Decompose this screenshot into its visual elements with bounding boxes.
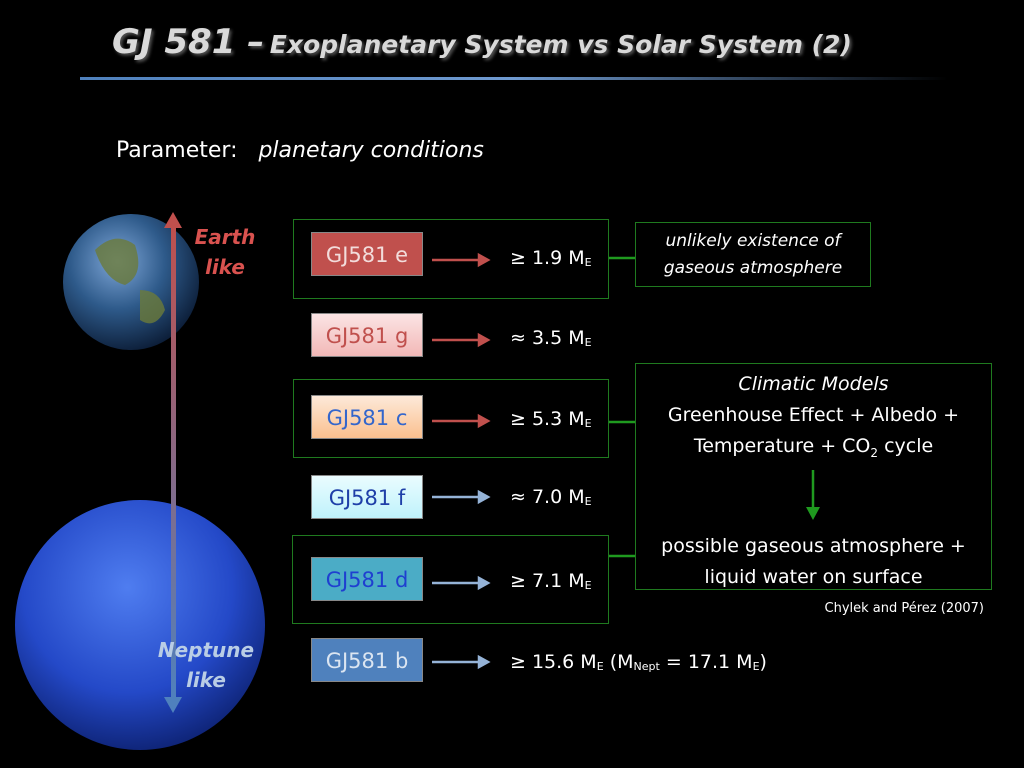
note-sub: E xyxy=(752,660,760,673)
title-rule xyxy=(80,77,948,80)
connectors xyxy=(608,256,815,558)
spacer xyxy=(636,469,991,531)
earth-like: Earth like xyxy=(190,222,260,282)
mass-sub: E xyxy=(584,417,592,430)
group-box xyxy=(293,379,609,458)
mass-sub: E xyxy=(584,256,592,269)
note-text: (M xyxy=(609,651,634,673)
mass-sub: E xyxy=(584,579,592,592)
mass-sub: E xyxy=(584,336,592,349)
mass-sub: E xyxy=(596,660,604,673)
label-line: Neptune xyxy=(157,638,255,662)
note-line: unlikely existence of xyxy=(665,231,841,251)
mass: ≥ 15.6 ME (MNept = 17.1 ME) xyxy=(510,650,767,679)
climate-line: Temperature + CO2 cycle xyxy=(636,431,991,469)
axis-head-bottom xyxy=(164,697,182,713)
mass-sub: E xyxy=(584,495,592,508)
climate-heading: Climatic Models xyxy=(738,373,889,395)
climate-text: Temperature + CO xyxy=(693,435,871,457)
mass: ≈ 7.0 ME xyxy=(510,485,592,514)
mass-value: ≥ 1.9 M xyxy=(510,247,585,269)
planet-label: GJ581 d xyxy=(311,557,423,601)
climate-result: liquid water on surface xyxy=(704,565,923,588)
mass-value: ≥ 5.3 M xyxy=(510,408,585,430)
climate-result: possible gaseous atmosphere + xyxy=(661,534,966,557)
mass-value: ≈ 7.0 M xyxy=(510,486,585,508)
label-line: Earth xyxy=(194,225,256,249)
mass: ≥ 5.3 ME xyxy=(510,407,592,436)
note-line: gaseous atmosphere xyxy=(663,258,843,278)
parameter-label: Parameter: xyxy=(116,138,238,163)
mass-value: ≥ 7.1 M xyxy=(510,570,585,592)
note-sub: Nept xyxy=(633,660,660,673)
mass-value: ≥ 15.6 M xyxy=(510,651,597,673)
scale-axis xyxy=(171,226,176,700)
mass: ≥ 1.9 ME xyxy=(510,246,592,275)
planet-label: GJ581 b xyxy=(311,638,423,682)
climate-sub: 2 xyxy=(870,445,879,460)
mass: ≈ 3.5 ME xyxy=(510,326,592,355)
parameter: Parameter: planetary conditions xyxy=(116,138,484,163)
mass-value: ≈ 3.5 M xyxy=(510,327,585,349)
note-box: unlikely existence of gaseous atmosphere xyxy=(635,222,871,287)
earth-land xyxy=(95,238,165,324)
neptune-like: Neptune like xyxy=(156,635,256,695)
note-text: = 17.1 M xyxy=(665,651,753,673)
mass: ≥ 7.1 ME xyxy=(510,569,592,598)
group-box xyxy=(293,219,609,299)
climate-box: Climatic Models Greenhouse Effect + Albe… xyxy=(635,363,992,590)
note-text: ) xyxy=(759,651,767,673)
citation: Chylek and Pérez (2007) xyxy=(824,601,985,616)
neptune-image xyxy=(15,500,265,750)
down-arrow xyxy=(806,507,820,520)
planet-label: GJ581 f xyxy=(311,475,423,519)
climate-text: cycle xyxy=(884,435,934,457)
planet-label: GJ581 e xyxy=(311,232,423,276)
group-box xyxy=(292,535,609,624)
title-rest: Exoplanetary System vs Solar System (2) xyxy=(269,30,852,59)
planet-label: GJ581 g xyxy=(311,313,423,357)
label-line: like xyxy=(205,255,245,279)
arrows xyxy=(432,252,491,670)
label-line: like xyxy=(186,668,226,692)
title: GJ 581 – Exoplanetary System vs Solar Sy… xyxy=(112,22,852,62)
planet-label: GJ581 c xyxy=(311,395,423,439)
axis-head-top xyxy=(164,212,182,228)
parameter-value: planetary conditions xyxy=(258,138,484,163)
climate-line: Greenhouse Effect + Albedo + xyxy=(667,404,960,426)
earth-image xyxy=(63,214,199,350)
title-main: GJ 581 – xyxy=(112,22,265,62)
